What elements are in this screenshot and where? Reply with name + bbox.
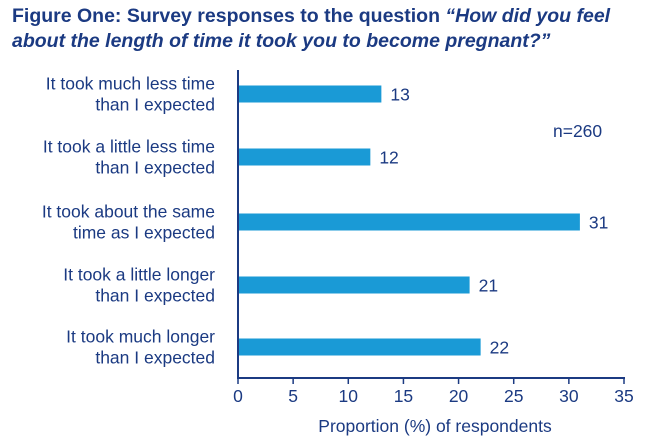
category-label-3: It took about the same time as I expected <box>42 202 215 243</box>
bar-value-label-4: 21 <box>479 276 498 296</box>
category-label-line: time as I expected <box>73 223 215 243</box>
category-label-2: It took a little less time than I expecte… <box>43 137 215 178</box>
category-label-line: than I expected <box>95 286 215 306</box>
category-label-line: It took a little less time <box>43 137 215 157</box>
category-label-line: It took a little longer <box>63 265 215 285</box>
figure-title: Figure One: Survey responses to the ques… <box>12 4 648 54</box>
bar-4 <box>238 276 470 294</box>
bar-2 <box>238 148 371 166</box>
figure-title-question: “How did you feel about the length of ti… <box>12 5 611 52</box>
bar-5 <box>238 338 481 356</box>
category-label-4: It took a little longer than I expected <box>63 265 215 306</box>
category-label-line: than I expected <box>95 158 215 178</box>
x-tick-label-15: 15 <box>394 386 413 406</box>
x-tick-label-20: 20 <box>449 386 469 406</box>
sample-size-note: n=260 <box>553 121 602 141</box>
x-axis-title: Proportion (%) of respondents <box>318 416 552 436</box>
x-tick-label-30: 30 <box>559 386 579 406</box>
bar-value-label-3: 31 <box>589 213 608 233</box>
x-tick-label-0: 0 <box>233 386 243 406</box>
bar-3 <box>238 213 580 231</box>
bar-value-label-1: 13 <box>390 85 409 105</box>
category-label-line: It took much longer <box>66 327 215 347</box>
category-label-line: It took about the same <box>42 202 215 222</box>
figure-title-prefix: Figure One: Survey responses to the ques… <box>12 5 446 27</box>
x-tick-label-5: 5 <box>288 386 298 406</box>
category-label-line: It took much less time <box>46 74 215 94</box>
category-label-1: It took much less time than I expected <box>46 74 215 115</box>
bar-1 <box>238 85 382 103</box>
category-label-5: It took much longer than I expected <box>66 327 215 368</box>
category-label-line: than I expected <box>95 348 215 368</box>
bar-value-label-5: 22 <box>490 338 509 358</box>
x-tick-label-35: 35 <box>614 386 633 406</box>
bar-value-label-2: 12 <box>379 148 398 168</box>
x-tick-label-25: 25 <box>504 386 523 406</box>
category-label-line: than I expected <box>95 95 215 115</box>
x-tick-label-10: 10 <box>339 386 359 406</box>
